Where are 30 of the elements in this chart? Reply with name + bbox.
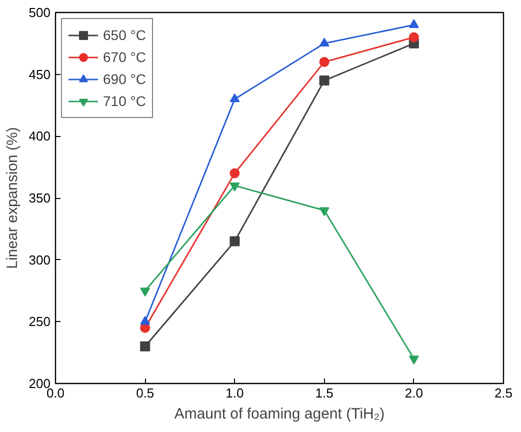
point	[319, 207, 330, 216]
x-axis-title: Amaunt of foaming agent (TiH₂)	[174, 406, 385, 422]
point	[319, 56, 330, 67]
y-tick-label: 500	[28, 5, 51, 20]
x-tick-label: 1.0	[226, 386, 244, 400]
point	[408, 356, 419, 364]
y-tick-label: 400	[28, 128, 51, 144]
y-tick-label: 250	[28, 314, 51, 330]
y-axis-title: Linear expansion (%)	[4, 127, 21, 269]
legend-label: 710 °C	[103, 93, 146, 109]
point	[319, 76, 330, 86]
point	[230, 182, 240, 192]
x-tick-label: 2.5	[494, 386, 513, 400]
point	[230, 168, 240, 178]
legend-label: 670 °C	[103, 49, 146, 65]
point	[140, 288, 150, 296]
point	[408, 19, 419, 28]
legend-label: 690 °C	[103, 71, 146, 87]
x-tick-label: 2.0	[404, 386, 423, 400]
y-tick-label: 300	[28, 252, 51, 268]
y-tick-label: 450	[28, 66, 51, 82]
y-tick-label: 350	[28, 190, 51, 206]
point	[408, 32, 419, 42]
x-tick-label: 0.5	[136, 386, 154, 400]
x-tick-label: 1.5	[315, 386, 334, 400]
point	[230, 236, 240, 246]
point	[319, 38, 330, 47]
point	[140, 341, 150, 352]
point	[230, 93, 240, 102]
legend-label: 650 °C	[103, 27, 146, 43]
